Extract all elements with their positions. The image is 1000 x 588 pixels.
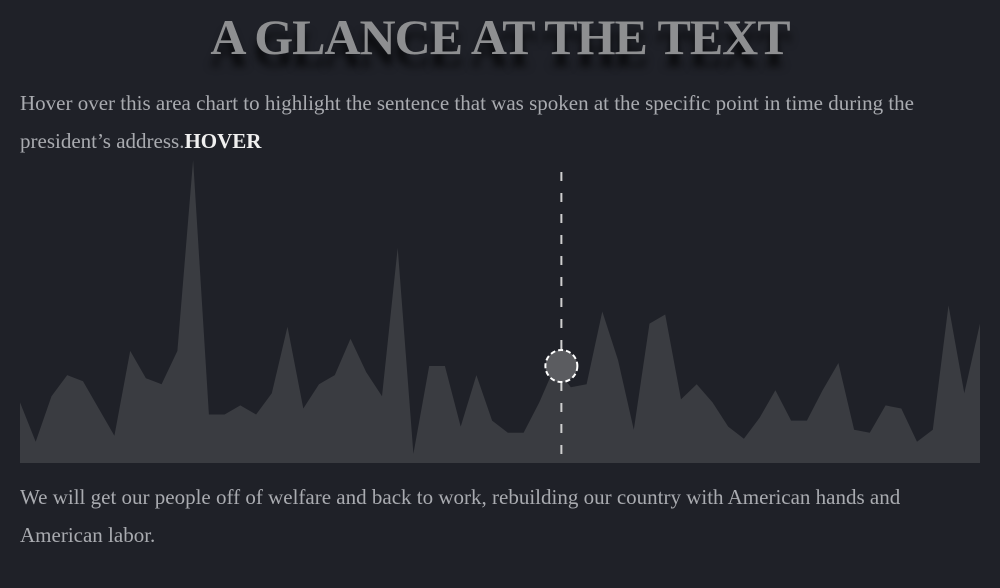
intro-paragraph: Hover over this area chart to highlight …	[20, 84, 960, 160]
hover-label: HOVER	[184, 129, 262, 153]
area-series[interactable]	[20, 160, 980, 463]
hover-marker[interactable]	[544, 349, 579, 384]
area-chart-svg[interactable]	[0, 150, 1000, 470]
page-title: A GLANCE AT THE TEXT	[210, 9, 790, 65]
intro-text: Hover over this area chart to highlight …	[20, 91, 914, 153]
highlighted-sentence: We will get our people off of welfare an…	[20, 485, 901, 547]
speech-area-chart[interactable]	[0, 150, 1000, 470]
